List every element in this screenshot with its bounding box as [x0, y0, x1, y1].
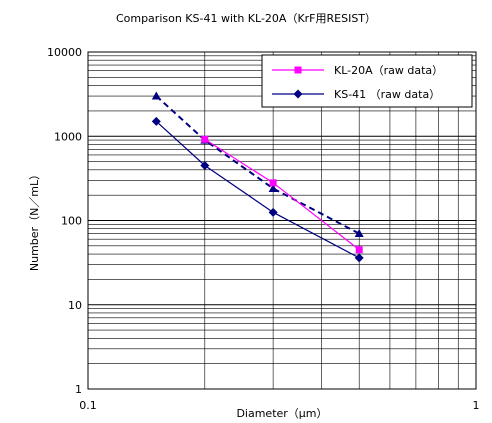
triangle-marker: [151, 91, 161, 100]
diamond-marker: [293, 89, 303, 99]
diamond-marker: [354, 253, 364, 263]
legend-box: [261, 54, 473, 108]
chart-title: Comparison KS-41 with KL-20A（KrF用RESIST）: [115, 12, 377, 25]
x-tick-label: 0.1: [79, 399, 97, 412]
y-tick-label: 10: [68, 299, 82, 312]
legend: KL-20A（raw data） KS-41 （raw data）: [261, 54, 473, 108]
diamond-marker: [200, 160, 210, 170]
diamond-marker: [268, 207, 278, 217]
y-tick-label: 1000: [54, 130, 82, 143]
diamond-marker: [151, 116, 161, 126]
y-tick-label: 100: [61, 215, 82, 228]
x-axis-label: Diameter（μm）: [236, 407, 327, 420]
square-marker: [201, 135, 209, 143]
tick-labels: 1 10 100 1000 10000 0.1 1: [47, 46, 480, 412]
y-tick-label: 1: [75, 383, 82, 396]
series-line: [155, 120, 360, 259]
square-marker: [294, 66, 302, 74]
legend-label: KS-41 （raw data）: [334, 88, 440, 101]
grid-layer: [88, 52, 476, 389]
square-marker: [355, 246, 363, 254]
triangle-marker: [268, 183, 278, 192]
legend-label: KL-20A（raw data）: [334, 64, 443, 77]
plot-frame: [87, 51, 477, 390]
square-marker: [269, 179, 277, 187]
y-axis-label: Number（N／mL）: [28, 169, 41, 271]
series-layer: [151, 91, 364, 263]
series-line: [155, 95, 360, 235]
triangle-marker: [354, 229, 364, 238]
x-tick-label: 1: [473, 399, 480, 412]
y-tick-label: 10000: [47, 46, 82, 59]
